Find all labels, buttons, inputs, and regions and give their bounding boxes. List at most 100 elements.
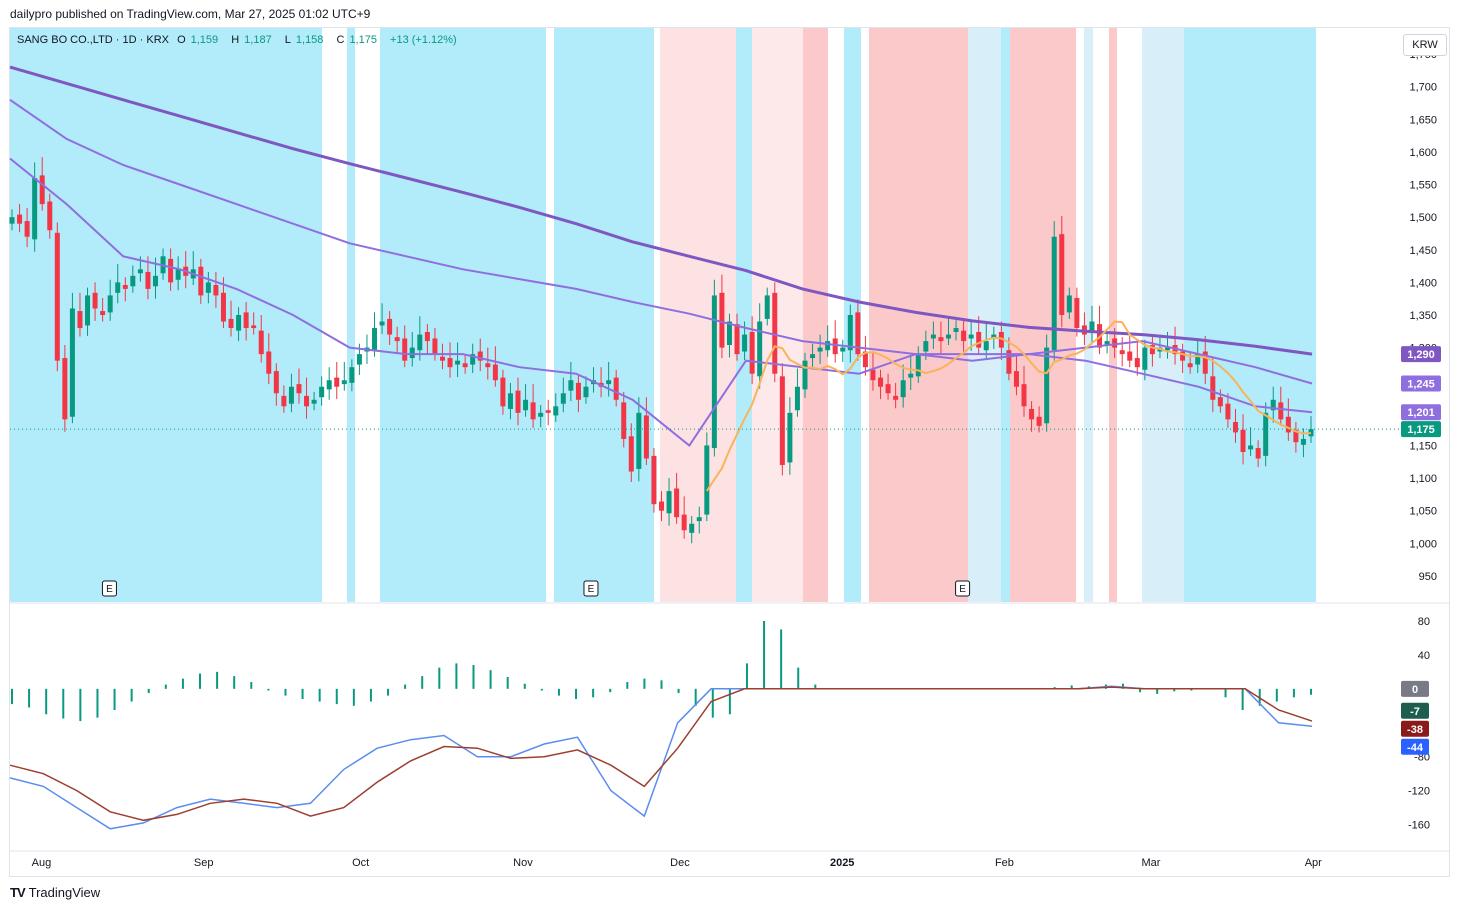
candle-body [636, 412, 642, 469]
candle-body [900, 380, 906, 398]
candle-body [802, 360, 808, 390]
moving-averages [9, 65, 1313, 492]
last-value-text: 1,201 [1407, 407, 1435, 419]
time-tick-label: Mar [1142, 857, 1161, 869]
background-band [1184, 28, 1316, 602]
currency-selector[interactable]: KRW [1403, 34, 1447, 56]
candle-body [1278, 402, 1284, 420]
background-band [1109, 28, 1117, 602]
candle-body [810, 354, 816, 359]
candle-body [85, 295, 91, 326]
candle-body [236, 315, 242, 331]
candle-body [757, 321, 763, 377]
candle-body [492, 364, 498, 381]
candle-body [930, 334, 936, 339]
candle-body [137, 269, 143, 274]
candle-body [643, 415, 649, 459]
candles [9, 157, 1314, 544]
background-bands [10, 28, 1316, 602]
price-tick-label: 1,150 [1409, 440, 1437, 452]
candle-body [251, 325, 257, 329]
open-value: O 1,159 [177, 34, 219, 46]
candle-body [1187, 363, 1193, 368]
candle-body [651, 455, 657, 505]
moving-average-line [9, 98, 1313, 385]
candle-body [983, 341, 989, 351]
candle-body [711, 295, 717, 449]
candle-body [945, 334, 951, 339]
candle-body [530, 402, 536, 420]
candle-body [54, 232, 60, 361]
candle-body [62, 358, 68, 420]
candle-body [485, 363, 491, 368]
candle-body [628, 436, 634, 472]
low-value: L 1,158 [284, 34, 324, 46]
tradingview-brand[interactable]: TV TradingView [10, 885, 100, 900]
candle-body [1006, 350, 1012, 374]
candle-body [704, 445, 710, 515]
background-band [1010, 28, 1076, 602]
candle-body [130, 275, 136, 287]
candle-body [1270, 399, 1276, 411]
candle-body [1232, 421, 1238, 433]
price-tick-label: 1,000 [1409, 538, 1437, 550]
candle-body [696, 517, 702, 522]
candle-body [749, 331, 755, 374]
time-tick-label: Sep [194, 857, 214, 869]
macd-last-badge [1401, 720, 1429, 737]
background-band [347, 28, 355, 602]
candle-body [583, 386, 589, 398]
candle-body [379, 321, 385, 326]
candle-body [115, 282, 121, 293]
candle-body [228, 318, 234, 329]
price-tick-label: 1,500 [1409, 212, 1437, 224]
tradingview-logo-icon: TV [10, 885, 26, 900]
price-last-labels: 1,290 1,245 1,201 1,175 [10, 346, 1441, 438]
macd-last-text: -7 [1410, 706, 1420, 718]
candle-body [1263, 412, 1269, 456]
candle-body [311, 399, 317, 404]
candle-body [1149, 345, 1155, 355]
candle-body [515, 390, 521, 413]
candle-body [666, 491, 672, 514]
candle-body [122, 284, 128, 289]
symbol-legend[interactable]: SANG BO CO.,LTD · 1D · KRX O 1,159 H 1,187… [17, 34, 462, 46]
candle-body [772, 292, 778, 374]
time-tick-label: Nov [513, 857, 533, 869]
candle-body [840, 347, 846, 352]
price-tick-label: 1,450 [1409, 245, 1437, 257]
candle-body [719, 292, 725, 348]
candle-body [1255, 448, 1261, 459]
background-band [554, 28, 654, 602]
candle-body [507, 393, 513, 409]
candle-body [168, 258, 174, 283]
price-tick-label: 1,100 [1409, 473, 1437, 485]
candle-body [47, 201, 53, 231]
candle-body [17, 214, 23, 224]
candle-body [258, 330, 264, 355]
earnings-marker [955, 580, 971, 597]
price-tick-label: 1,400 [1409, 277, 1437, 289]
price-tick-label: 950 [1419, 571, 1437, 583]
candle-body [1112, 338, 1118, 348]
price-tick-label: 1,050 [1409, 506, 1437, 518]
candle-body [674, 488, 680, 518]
candle-body [432, 338, 438, 355]
candle-body [32, 178, 38, 240]
candle-body [281, 395, 287, 407]
macd-last-badge [1401, 680, 1429, 697]
candle-body [794, 386, 800, 411]
candle-body [9, 217, 15, 224]
candle-body [334, 377, 340, 387]
candle-body [341, 380, 347, 385]
price-tick-label: 1,550 [1409, 180, 1437, 192]
close-value: C 1,175 [336, 34, 377, 46]
candle-body [1029, 408, 1035, 420]
candle-body [726, 321, 732, 346]
macd-tick-label: -120 [1408, 786, 1430, 798]
candle-body [145, 271, 151, 289]
candle-body [439, 356, 445, 361]
last-value-text: 1,290 [1407, 349, 1435, 361]
candle-body [462, 363, 468, 368]
